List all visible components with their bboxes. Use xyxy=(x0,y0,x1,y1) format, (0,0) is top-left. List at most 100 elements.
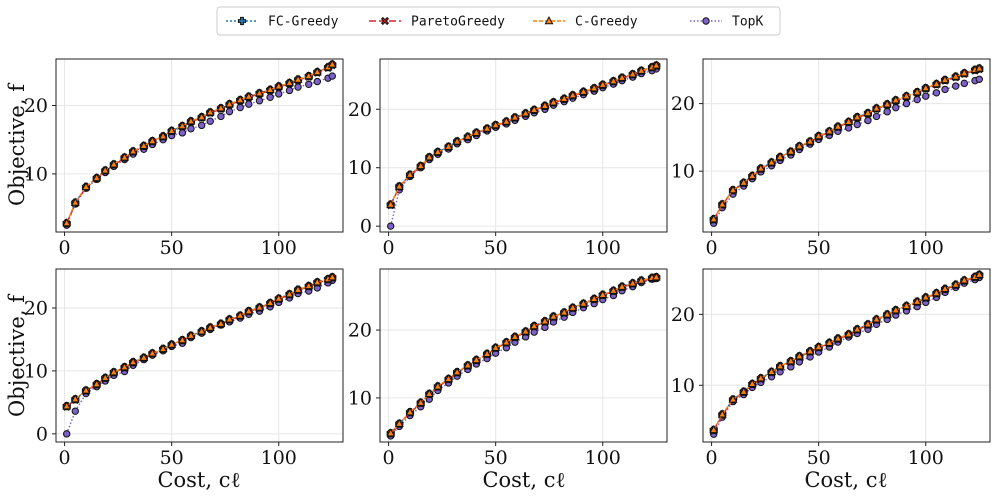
data-point-c-greedy xyxy=(100,372,110,382)
data-point-c-greedy xyxy=(852,112,862,121)
data-point-topk xyxy=(275,90,283,98)
data-point-c-greedy xyxy=(452,367,462,376)
data-point-c-greedy xyxy=(559,307,569,316)
data-point-c-greedy xyxy=(62,401,72,410)
data-point-topk xyxy=(225,107,234,116)
data-point-c-greedy xyxy=(882,99,892,108)
plot-area xyxy=(709,269,984,438)
data-point-c-greedy xyxy=(81,181,91,191)
data-point-c-greedy xyxy=(521,108,531,117)
data-point-c-greedy xyxy=(120,362,129,371)
data-point-c-greedy xyxy=(833,333,843,342)
data-point-c-greedy xyxy=(386,199,396,208)
data-point-c-greedy xyxy=(921,83,931,92)
panel-r2c3: 0 50 100 10 20 xyxy=(671,268,991,469)
series-line-topk xyxy=(390,68,657,227)
data-point-c-greedy xyxy=(128,146,138,155)
axes-frame xyxy=(55,58,344,233)
data-point-c-greedy xyxy=(609,285,618,294)
data-point-c-greedy xyxy=(225,314,234,323)
data-point-topk xyxy=(872,112,881,121)
x-tick-label: 50 xyxy=(807,237,831,259)
x-tick-label: 50 xyxy=(484,447,508,469)
data-point-c-greedy xyxy=(540,316,550,325)
x-tick-label: 100 xyxy=(908,237,944,259)
series-topk xyxy=(63,72,336,229)
data-point-topk xyxy=(206,117,214,125)
panel-r1c1: 0 50 100 10 20 xyxy=(24,58,344,259)
data-point-c-greedy xyxy=(589,293,599,303)
data-point-topk xyxy=(892,103,900,112)
y-axis-label-bottom: Objective, f xyxy=(5,293,29,417)
data-point-c-greedy xyxy=(805,136,815,145)
data-point-c-greedy xyxy=(471,354,481,364)
data-point-c-greedy xyxy=(636,65,646,74)
data-point-c-greedy xyxy=(244,306,254,315)
data-point-c-greedy xyxy=(775,152,785,161)
data-point-c-greedy xyxy=(709,425,719,434)
data-point-c-greedy xyxy=(844,116,854,126)
series-topk xyxy=(387,274,660,440)
series-topk xyxy=(387,65,660,230)
data-point-c-greedy xyxy=(579,298,588,307)
data-point-c-greedy xyxy=(589,83,599,92)
plot-area xyxy=(709,63,984,227)
data-point-topk xyxy=(63,430,71,438)
data-point-c-greedy xyxy=(167,339,177,348)
data-point-topk xyxy=(255,97,264,105)
x-tick-label: 50 xyxy=(160,447,184,469)
data-point-c-greedy xyxy=(405,407,415,416)
data-point-topk xyxy=(913,95,921,104)
data-point-c-greedy xyxy=(70,394,80,403)
data-point-c-greedy xyxy=(747,170,757,180)
series-line-paretogreedy xyxy=(390,65,657,206)
plot-area xyxy=(62,272,337,438)
data-point-c-greedy xyxy=(255,302,264,311)
data-point-c-greedy xyxy=(312,277,322,286)
data-point-topk xyxy=(883,108,891,116)
data-point-c-greedy xyxy=(872,314,881,323)
y-tick-label: 20 xyxy=(24,298,48,320)
data-point-topk xyxy=(266,93,274,101)
data-point-c-greedy xyxy=(921,292,931,301)
axes-frame xyxy=(55,268,344,443)
series-c-greedy xyxy=(386,60,661,208)
data-point-c-greedy xyxy=(444,373,453,383)
legend-frame xyxy=(216,6,781,36)
data-point-c-greedy xyxy=(549,311,558,320)
data-point-c-greedy xyxy=(521,326,531,335)
legend-entry-fc-greedy: FC-Greedy xyxy=(226,15,339,30)
x-axis-label-middle: Cost, cℓ xyxy=(482,468,565,492)
series-fc-greedy xyxy=(386,273,661,438)
data-point-c-greedy xyxy=(636,275,646,284)
panel-r2c2: 0 50 100 10 20 xyxy=(348,268,668,469)
y-tick-label: 10 xyxy=(671,375,695,397)
data-point-c-greedy xyxy=(651,272,661,281)
series-c-greedy xyxy=(386,272,661,437)
data-point-c-greedy xyxy=(255,88,264,97)
legend-label-topk: TopK xyxy=(732,15,763,30)
series-line-topk xyxy=(66,279,333,435)
legend-marker-paretogreedy xyxy=(380,16,390,26)
data-point-c-greedy xyxy=(767,366,776,376)
x-tick-label: 100 xyxy=(585,237,621,259)
y-tick-label: 10 xyxy=(24,360,48,382)
data-point-c-greedy xyxy=(177,121,187,130)
data-point-c-greedy xyxy=(312,67,322,76)
data-point-c-greedy xyxy=(416,161,426,170)
data-point-c-greedy xyxy=(568,90,578,99)
data-point-c-greedy xyxy=(216,318,226,327)
data-point-c-greedy xyxy=(529,104,539,114)
series-line-fc-greedy xyxy=(390,276,657,434)
data-point-topk xyxy=(245,100,253,108)
legend: FC-Greedy ParetoGreedy C-Greedy TopK xyxy=(216,6,781,36)
data-point-c-greedy xyxy=(598,79,608,88)
data-point-c-greedy xyxy=(433,381,443,390)
data-point-topk xyxy=(197,121,206,130)
legend-label-c-greedy: C-Greedy xyxy=(575,15,638,30)
data-point-c-greedy xyxy=(959,275,969,284)
data-point-c-greedy xyxy=(529,321,539,330)
data-point-c-greedy xyxy=(756,163,766,172)
data-point-c-greedy xyxy=(265,84,275,93)
